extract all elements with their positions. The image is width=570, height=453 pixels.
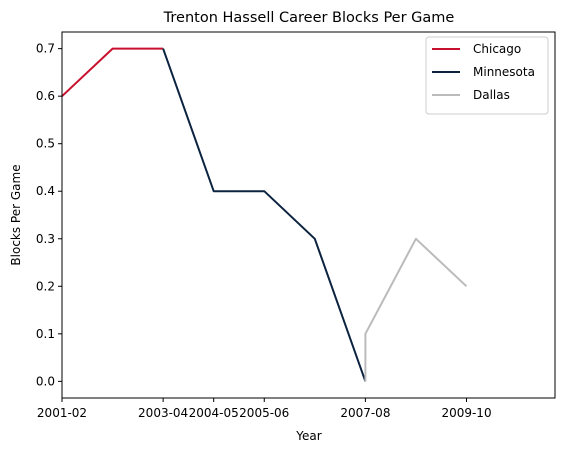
x-tick-label: 2007-08 (340, 406, 390, 420)
y-tick-label: 0.6 (36, 89, 55, 103)
x-tick-label: 2009-10 (441, 406, 491, 420)
plot-frame (61, 31, 556, 399)
legend-label-dallas: Dallas (473, 88, 510, 102)
y-axis-label: Blocks Per Game (9, 164, 23, 265)
legend-label-chicago: Chicago (473, 42, 521, 56)
plot-area (61, 31, 556, 399)
y-tick-label: 0.2 (36, 279, 55, 293)
y-tick-label: 0.7 (36, 42, 55, 56)
series-line-dallas (364, 237, 468, 382)
series-line-chicago (61, 47, 164, 97)
x-tick-label: 2005-06 (239, 406, 289, 420)
x-tick-label: 2001-02 (37, 406, 87, 420)
y-tick-label: 0.5 (36, 137, 55, 151)
legend: Chicago Minnesota Dallas (425, 36, 549, 115)
y-tick-label: 0.4 (36, 184, 55, 198)
legend-label-minnesota: Minnesota (473, 65, 535, 79)
series-line-minnesota (162, 48, 367, 382)
y-tick-label: 0.3 (36, 232, 55, 246)
chart-title: Trenton Hassell Career Blocks Per Game (163, 10, 455, 26)
x-tick-label: 2003-04 (138, 406, 188, 420)
x-axis-label: Year (295, 429, 321, 443)
x-tick-label: 2004-05 (189, 406, 239, 420)
y-tick-label: 0.0 (36, 374, 55, 388)
y-tick-label: 0.1 (36, 327, 55, 341)
